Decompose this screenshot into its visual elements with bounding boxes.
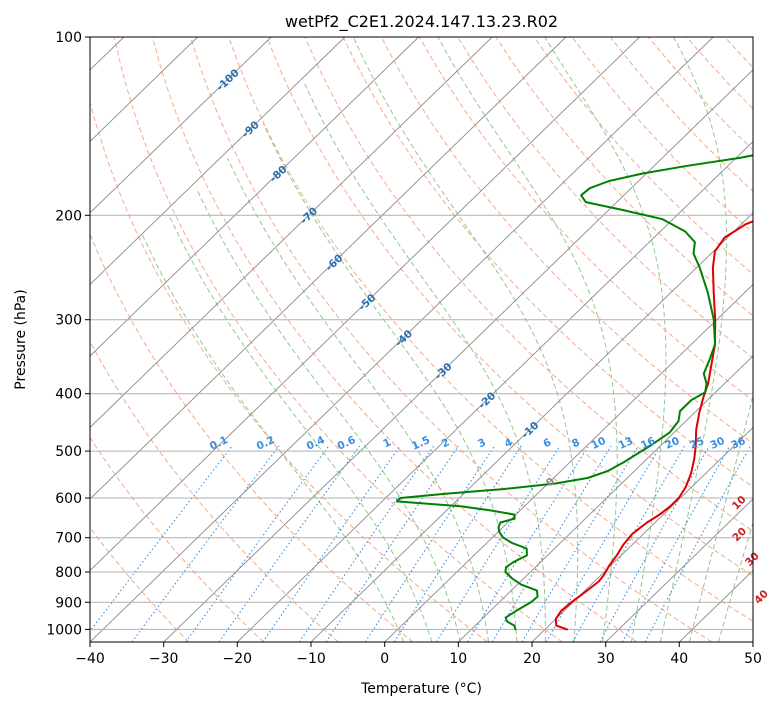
y-tick-label: 1000 [46,622,82,638]
y-tick-label: 400 [55,387,82,403]
x-axis-label: Temperature (°C) [360,681,482,697]
isotherm-line [90,37,198,143]
x-tick-label: 10 [449,651,467,667]
y-tick-label: 200 [55,208,82,224]
mixing-ratio-label: 6 [541,436,553,450]
dewpoint-profile-line [395,154,753,631]
x-tick-label: 20 [523,651,541,667]
mixing-ratio-line [262,445,401,642]
y-tick-label: 500 [55,444,82,460]
mixing-ratio-label: 16 [639,435,657,452]
dry-adiabat-line [90,340,339,642]
mixing-ratio-line [364,445,496,642]
x-tick-label: 0 [380,651,389,667]
mixing-ratio-label: 2 [440,436,452,450]
isotherm-line [90,37,419,357]
y-axis-label: Pressure (hPa) [13,289,29,389]
mixing-ratio-label: 10 [589,435,607,452]
mixing-ratio-label: 4 [503,436,515,450]
dry-adiabat-line [495,37,753,317]
mixing-ratio-label: 3 [476,436,488,450]
dry-adiabat-line [90,436,264,642]
dry-adiabat-line [151,37,638,642]
dry-adiabat-line [342,37,753,488]
moist-adiabat-line [304,83,546,642]
dry-adiabat-line [266,37,753,577]
mixing-ratio-line [90,445,233,633]
plot-frame [89,36,754,643]
mixing-ratio-line [435,445,561,642]
y-tick-label: 100 [55,30,82,46]
moist-adiabat-line [688,394,753,642]
mixing-ratio-label: 1 [381,436,393,450]
temperature-profile-line [554,220,753,631]
mixing-ratio-line [325,445,460,642]
x-tick-label: −40 [75,651,105,667]
dry-adiabat-line [90,526,190,642]
mixing-ratio-line [218,445,361,642]
mixing-ratio-label: 30 [708,435,726,452]
mixing-ratio-label: 36 [729,435,747,452]
y-tick-label: 800 [55,565,82,581]
x-tick-label: −30 [149,651,179,667]
dry-adiabat-line [419,37,753,402]
mixing-ratio-label: 20 [663,435,681,452]
mixing-ratio-label: 13 [617,435,635,452]
isotherm-line [384,283,753,642]
moist-adiabat-line [544,37,667,642]
dry-adiabat-line [228,37,753,622]
moist-adiabat-line [141,233,405,642]
isotherm-line [531,426,753,642]
dry-adiabat-line [113,37,563,642]
dry-adiabat-line [90,99,488,642]
mixing-ratio-line [467,445,589,642]
isotherm-line [90,37,272,214]
moist-adiabat-line [227,157,489,642]
isotherm-line [90,37,346,286]
mixing-ratio-line [131,445,280,642]
isotherm-line [310,212,753,642]
isotherm-line [90,37,714,642]
y-tick-label: 700 [55,531,82,547]
y-tick-label: 900 [55,595,82,611]
mixing-ratio-line [621,445,731,642]
x-tick-label: 30 [597,651,615,667]
isotherm-line [605,498,753,642]
isotherm-line [236,140,753,642]
moist-adiabat-line [659,37,728,642]
x-tick-label: 50 [744,651,762,667]
moist-adiabat-line [437,37,618,642]
chart-title: wetPf2_C2E1.2024.147.13.23.R02 [285,12,558,32]
x-tick-label: −20 [223,651,253,667]
dry-adiabat-line [304,37,753,532]
moist-adiabat-line [718,521,753,642]
isotherm-line [90,37,567,500]
dry-adiabat-line [190,37,712,642]
isotherm-line [90,37,493,429]
mixing-ratio-line [298,445,435,642]
isotherm-line [90,37,640,572]
x-tick-label: 40 [670,651,688,667]
isotherm-line [163,69,753,642]
mixing-ratio-line [521,445,639,642]
y-tick-label: 600 [55,491,82,507]
y-tick-label: 300 [55,313,82,329]
mixing-ratio-label: 8 [570,436,582,450]
mixing-ratio-label: 25 [688,435,706,452]
x-tick-label: −10 [296,651,326,667]
isotherm-line [457,355,753,642]
mixing-ratio-line [491,445,612,642]
